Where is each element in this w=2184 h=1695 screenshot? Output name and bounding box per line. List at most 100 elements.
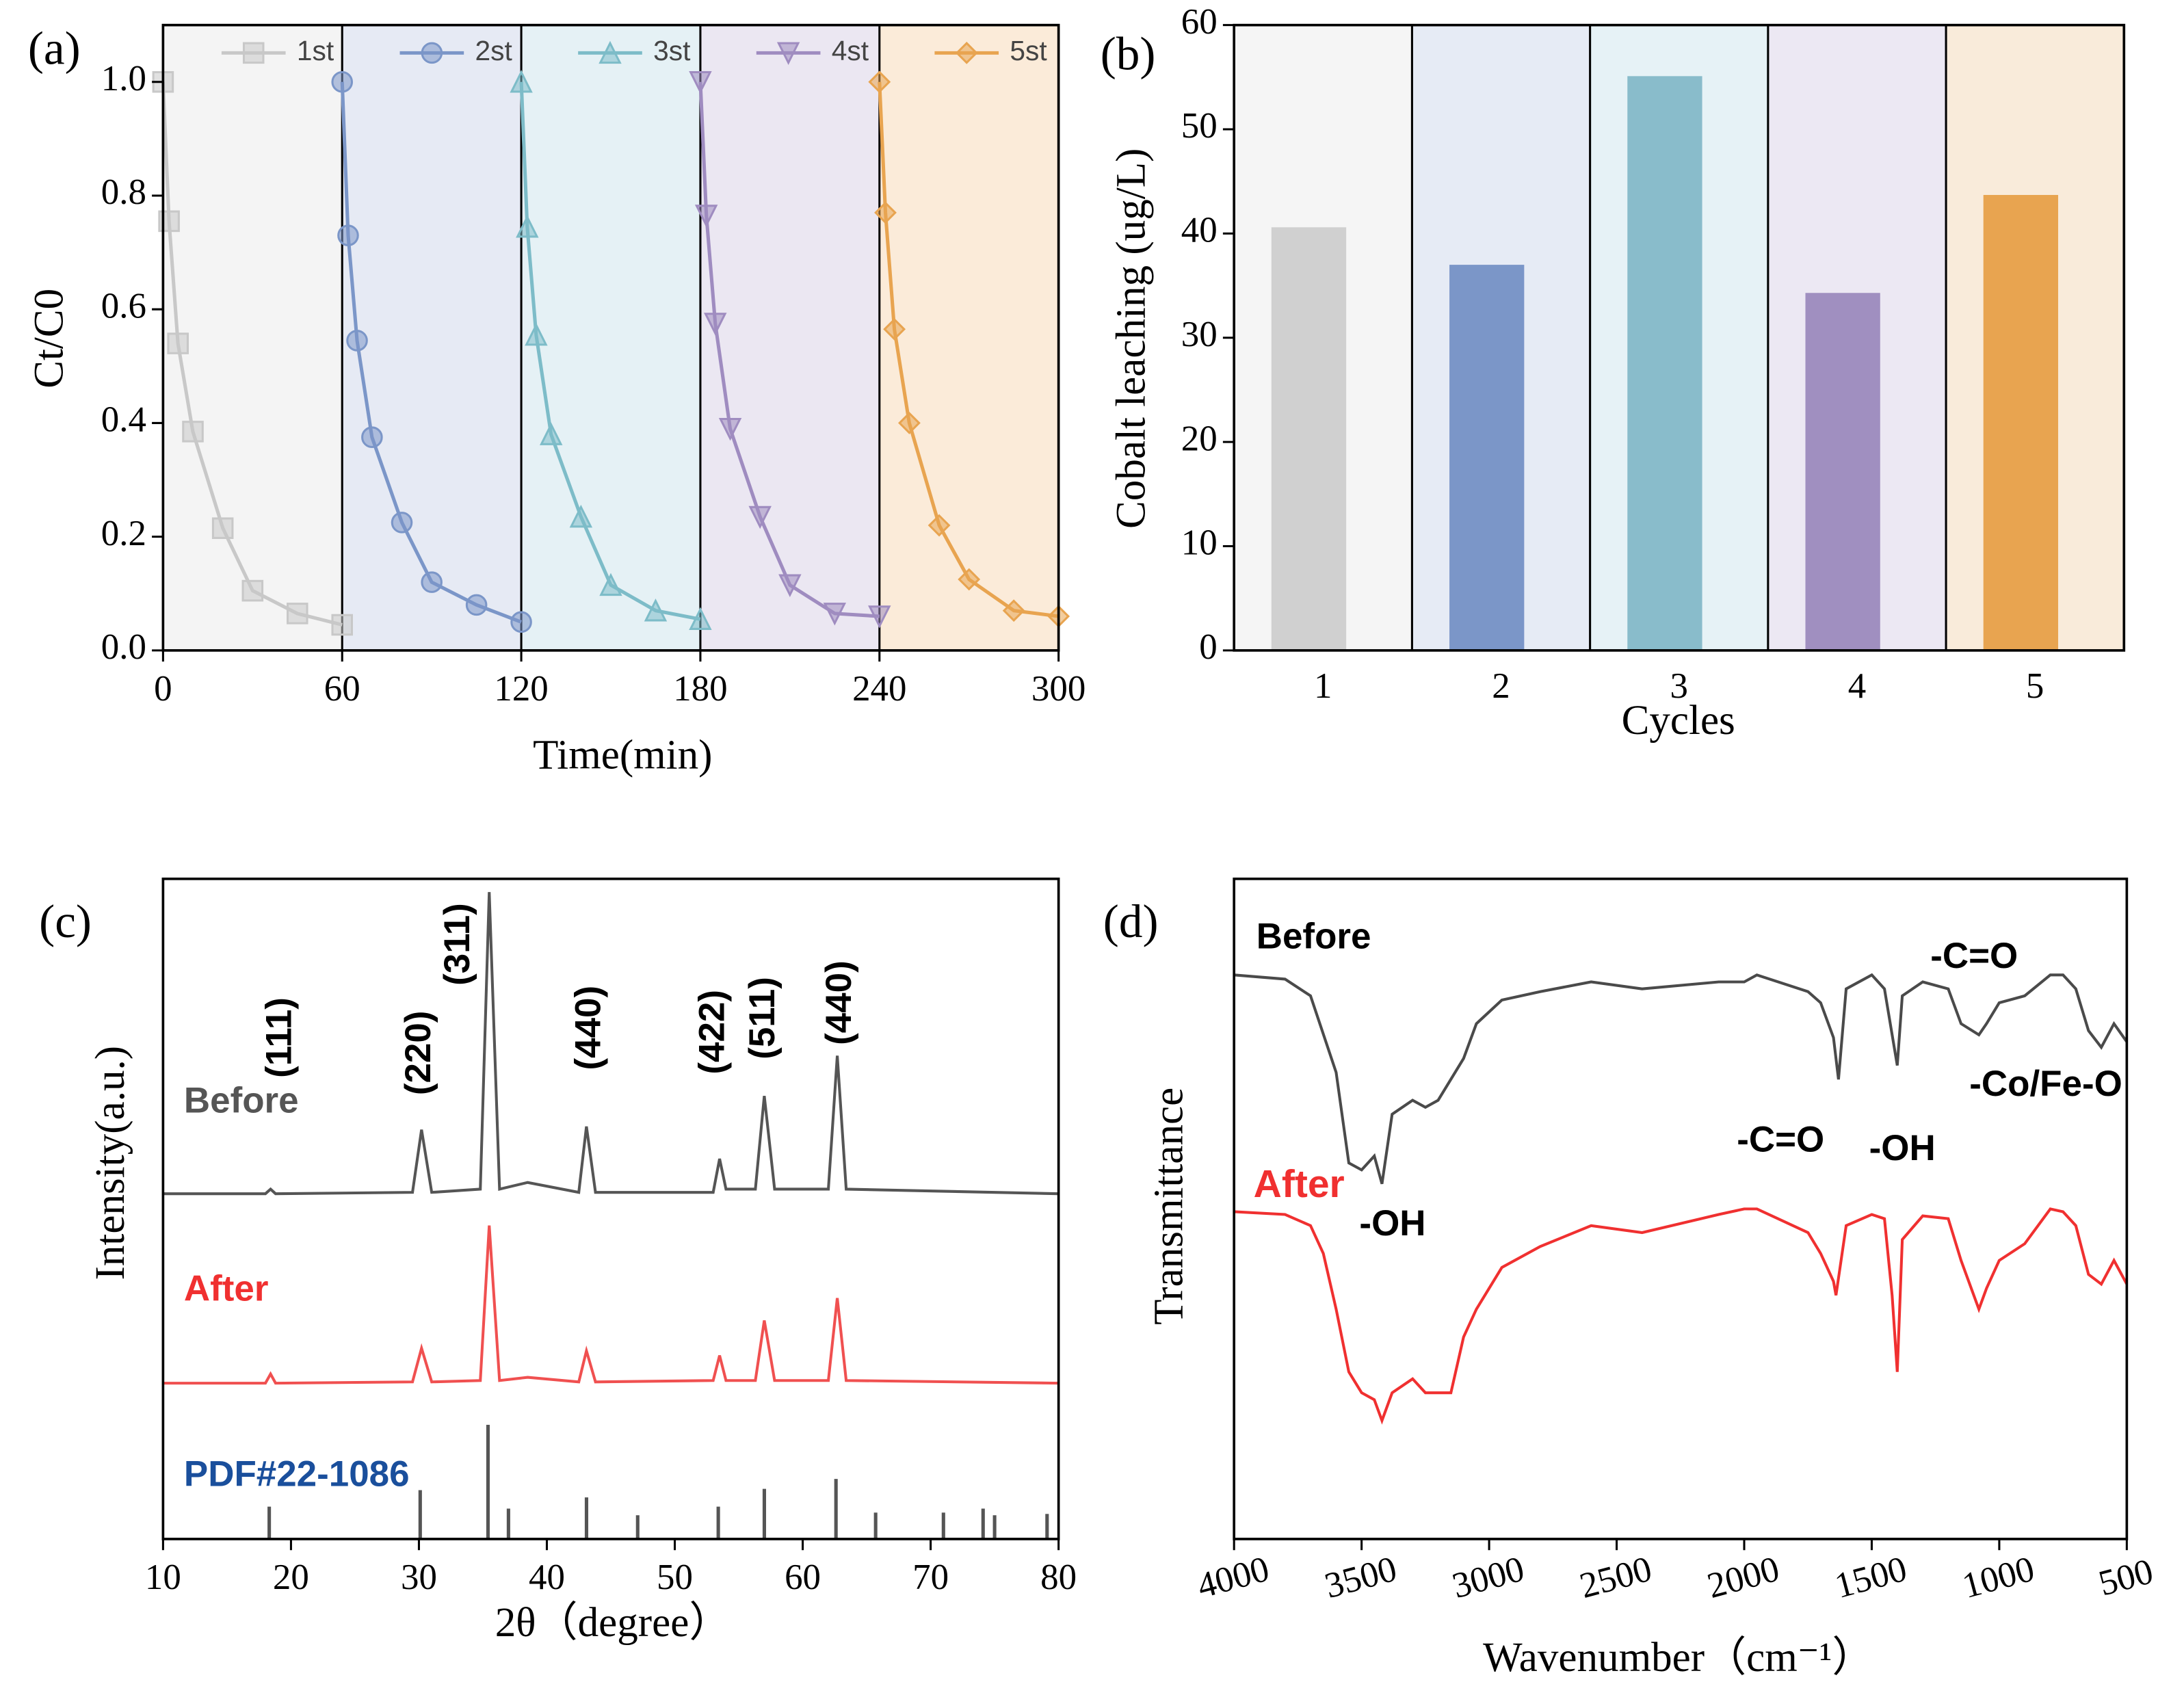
band-label: -OH — [1359, 1203, 1425, 1244]
marker — [331, 70, 354, 93]
y-tick-label: 0.2 — [101, 514, 146, 553]
marker — [778, 574, 802, 597]
legend-label: 2st — [475, 35, 512, 66]
legend-label: 5st — [1010, 35, 1047, 66]
peak-label: (511) — [742, 977, 782, 1060]
marker — [182, 421, 204, 443]
series-line — [163, 892, 1059, 1196]
y-tick-label: 0.8 — [101, 172, 146, 212]
marker — [694, 205, 718, 228]
x-tick-label: 70 — [912, 1558, 949, 1597]
band — [342, 25, 522, 651]
plot-frame — [1233, 23, 2126, 652]
band — [521, 25, 700, 651]
x-axis-label: Time(min) — [533, 733, 712, 778]
marker — [776, 42, 800, 66]
panel-letter: (d) — [1103, 895, 1159, 947]
marker — [689, 607, 712, 630]
marker — [704, 313, 727, 336]
x-tick-label: 1 — [1314, 666, 1332, 706]
x-tick-label: 30 — [401, 1558, 437, 1597]
marker — [510, 611, 532, 633]
band-label: -OH — [1869, 1128, 1936, 1168]
x-tick-label: 500 — [2094, 1551, 2157, 1604]
marker — [516, 215, 539, 238]
y-tick-label: 50 — [1181, 106, 1218, 146]
series-line — [1234, 973, 2129, 1185]
band — [700, 25, 880, 651]
y-tick-label: 1.0 — [101, 59, 146, 98]
marker — [540, 422, 563, 445]
series-label: After — [184, 1268, 269, 1309]
y-tick-label: 20 — [1181, 419, 1218, 458]
peak-label: (111) — [259, 997, 299, 1078]
x-tick-label: 10 — [145, 1558, 181, 1597]
peak-label: (311) — [437, 903, 477, 986]
plot-frame — [1233, 877, 2129, 1540]
marker — [421, 571, 443, 593]
y-tick-label: 0.4 — [101, 400, 146, 440]
bar — [1271, 227, 1347, 651]
plot-frame — [161, 877, 1060, 1540]
y-axis-label: Transmittance — [1146, 1088, 1192, 1325]
band-label: -Co/Fe-O — [1969, 1064, 2122, 1104]
x-tick-label: 60 — [324, 669, 360, 709]
marker — [868, 70, 891, 94]
panel-letter: (a) — [28, 21, 81, 74]
x-tick-label: 5 — [2026, 666, 2044, 706]
bar — [1627, 76, 1702, 651]
series-label: Before — [1257, 916, 1371, 956]
series-line — [1234, 1207, 2129, 1425]
panel-letter: (b) — [1101, 27, 1156, 79]
marker — [421, 42, 443, 64]
y-axis-label: Ct/C0 — [27, 289, 73, 389]
x-tick-label: 4 — [1848, 666, 1866, 706]
legend-label: 4st — [832, 35, 869, 66]
peak-label: (422) — [692, 990, 733, 1075]
x-tick-label: 60 — [785, 1558, 821, 1597]
series-line — [163, 1225, 1059, 1385]
bar — [1805, 293, 1880, 651]
x-tick-label: 240 — [852, 669, 906, 709]
series-line — [519, 81, 701, 621]
marker — [569, 504, 593, 528]
marker — [718, 417, 742, 441]
marker — [510, 70, 533, 93]
marker — [331, 614, 354, 636]
y-tick-label: 30 — [1181, 315, 1218, 354]
marker — [598, 40, 622, 64]
marker — [868, 605, 891, 629]
x-tick-label: 20 — [273, 1558, 309, 1597]
x-tick-label: 0 — [154, 669, 172, 709]
y-tick-label: 10 — [1181, 523, 1218, 563]
marker — [955, 41, 978, 64]
marker — [689, 70, 712, 94]
x-tick-label: 180 — [673, 669, 727, 709]
x-tick-label: 1000 — [1958, 1549, 2038, 1606]
peak-label: (220) — [398, 1011, 438, 1096]
marker — [391, 512, 413, 534]
legend-label: 1st — [297, 35, 334, 66]
marker — [1002, 599, 1025, 622]
series-line — [878, 81, 1059, 618]
band — [163, 25, 343, 651]
x-tick-label: 4000 — [1193, 1549, 1273, 1606]
bar — [1449, 265, 1525, 651]
marker — [898, 412, 921, 434]
marker — [167, 332, 189, 354]
x-axis-label: Wavenumber（cm⁻¹） — [1483, 1635, 1873, 1681]
y-tick-label: 0.6 — [101, 286, 146, 326]
peak-label: (440) — [819, 960, 859, 1045]
x-tick-label: 3 — [1670, 666, 1688, 706]
plot-frame — [161, 23, 1060, 652]
marker — [286, 603, 308, 625]
marker — [525, 322, 548, 346]
reference-label: PDF#22-1086 — [184, 1454, 410, 1494]
x-tick-label: 120 — [494, 669, 548, 709]
marker — [958, 568, 981, 591]
x-tick-label: 40 — [529, 1558, 565, 1597]
x-tick-label: 50 — [657, 1558, 693, 1597]
bar — [1983, 195, 2059, 651]
marker — [346, 330, 368, 352]
y-tick-label: 60 — [1181, 2, 1218, 42]
